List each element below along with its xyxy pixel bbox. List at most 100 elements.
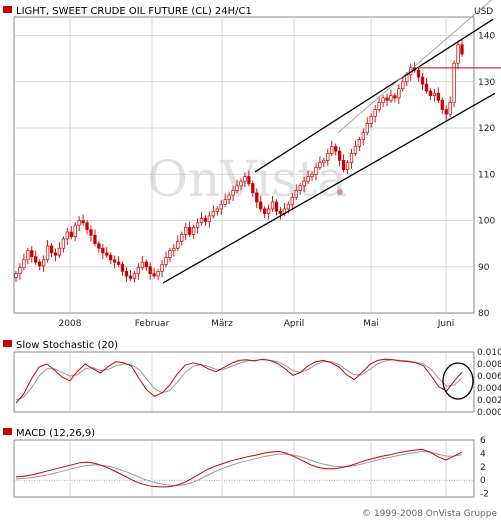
- candle-body: [263, 208, 267, 214]
- candle-body: [14, 273, 18, 278]
- candle-body: [176, 240, 180, 249]
- copyright-text: © 1999-2008 OnVista Gruppe: [362, 509, 497, 519]
- candle-body: [81, 220, 85, 224]
- candle-body: [26, 250, 30, 261]
- price-y-tick-label: 90: [478, 263, 490, 273]
- price-y-tick-label: 100: [478, 217, 495, 227]
- candle-body: [361, 132, 365, 140]
- candle-body: [318, 162, 322, 168]
- candle-body: [160, 264, 164, 272]
- candle-body: [199, 217, 204, 224]
- macd-lines: [15, 448, 463, 488]
- candle-body: [211, 210, 215, 217]
- macd-grid: [14, 440, 474, 497]
- candle-body: [73, 224, 77, 238]
- title-legend-swatch: [3, 6, 12, 13]
- candle-body: [97, 243, 101, 249]
- macd-signal-line: [15, 450, 463, 487]
- price-y-tick-label: 120: [478, 124, 495, 134]
- candle-body: [341, 160, 346, 170]
- candle-body: [345, 162, 350, 170]
- candle-body: [401, 81, 405, 90]
- candle-body: [124, 271, 129, 277]
- candle-body: [416, 69, 421, 78]
- candle-body: [227, 194, 231, 201]
- candle-body: [120, 264, 125, 272]
- candle-body: [109, 254, 113, 261]
- stochastic-lines: [15, 358, 463, 404]
- candle-body: [77, 220, 81, 226]
- candle-body: [156, 271, 160, 277]
- candle-body: [188, 227, 192, 235]
- watermark-logo: OnVista: [147, 150, 347, 208]
- price-x-tick-label: Februar: [135, 319, 170, 329]
- candle-body: [191, 227, 196, 235]
- stochastic-signal-line: [15, 359, 463, 401]
- macd-y-tick-label: 4: [480, 449, 486, 459]
- macd-y-axis: -2 0 2 4 6: [480, 436, 489, 500]
- candle-body: [389, 95, 393, 101]
- candle-body: [298, 185, 302, 191]
- candle-body: [428, 90, 433, 96]
- candle-body: [460, 44, 464, 55]
- candle-body: [251, 183, 255, 194]
- price-y-tick-label: 110: [478, 170, 495, 180]
- candle-body: [357, 139, 362, 147]
- candle-body: [424, 83, 429, 92]
- candle-body: [259, 201, 263, 210]
- stochastic-legend-swatch: [3, 340, 12, 347]
- candle-body: [223, 199, 227, 205]
- macd-line: [15, 448, 463, 488]
- candle-body: [69, 231, 73, 238]
- candle-body: [219, 203, 223, 210]
- candle-body: [243, 176, 247, 182]
- candle-body: [34, 256, 38, 263]
- candle-body: [49, 245, 54, 254]
- candle-body: [420, 76, 425, 85]
- candle-body: [116, 261, 121, 265]
- macd-panel-frame: [13, 439, 475, 498]
- candle-body: [215, 208, 219, 212]
- candle-body: [93, 234, 97, 244]
- candle-body: [322, 160, 326, 164]
- candle-body: [326, 153, 330, 161]
- price-x-tick-label: März: [211, 319, 233, 329]
- price-grid: [14, 17, 474, 313]
- candle-body: [278, 210, 283, 214]
- candle-body: [306, 176, 310, 182]
- macd-y-tick-label: 6: [480, 436, 486, 446]
- price-x-tick-label: April: [284, 319, 305, 329]
- candle-body: [377, 102, 381, 110]
- price-y-tick-label: 130: [478, 78, 495, 88]
- candle-body: [381, 97, 385, 103]
- candle-body: [393, 95, 397, 99]
- price-x-tick-label: Juni: [437, 319, 455, 329]
- trendline-lower: [162, 92, 496, 284]
- watermark-dot: [337, 189, 343, 195]
- candle-body: [195, 222, 200, 228]
- candle-body: [266, 208, 271, 214]
- candle-body: [45, 245, 50, 261]
- candle-body: [440, 99, 444, 110]
- candle-body: [132, 273, 137, 279]
- candle-body: [290, 197, 294, 205]
- candle-body: [239, 180, 243, 187]
- candle-body: [373, 109, 377, 117]
- price-panel-frame: [13, 16, 475, 314]
- candle-body: [255, 192, 259, 203]
- price-x-axis: 2008 Februar März April Mai Juni: [59, 319, 455, 329]
- macd-legend-swatch: [3, 428, 12, 435]
- candle-body: [334, 146, 338, 152]
- candle-body: [235, 185, 239, 191]
- candle-body: [180, 234, 184, 242]
- trendline-steep: [337, 0, 492, 133]
- price-candles: [14, 38, 464, 283]
- stochastic-grid: [14, 351, 474, 412]
- candle-body: [365, 123, 369, 133]
- candle-body: [385, 97, 389, 101]
- candle-body: [448, 102, 452, 115]
- candle-body: [172, 247, 176, 251]
- candle-body: [286, 203, 290, 210]
- stochastic-y-tick-label: 0.010: [477, 348, 501, 358]
